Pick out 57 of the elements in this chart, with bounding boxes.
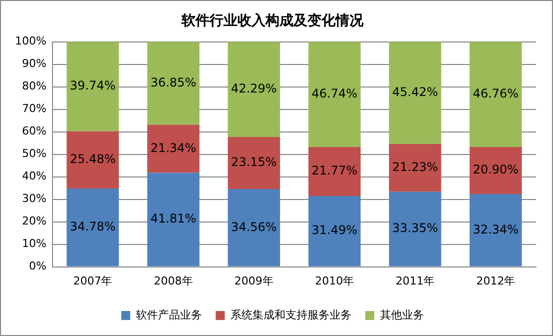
- bar: [66, 188, 119, 266]
- legend-label: 系统集成和支持服务业务: [230, 308, 352, 322]
- bar: [470, 42, 522, 148]
- bar: [66, 131, 119, 189]
- y-tick-label: 60%: [22, 124, 46, 138]
- data-label: 32.34%: [472, 222, 519, 236]
- bar: [389, 42, 442, 144]
- bar: [228, 189, 280, 266]
- data-label: 39.74%: [70, 78, 116, 93]
- y-tick-label: 70%: [22, 102, 46, 116]
- data-label: 34.78%: [70, 220, 116, 234]
- y-tick-label: 30%: [22, 192, 46, 206]
- y-tick-label: 10%: [22, 237, 46, 250]
- bar: [228, 136, 280, 190]
- data-label: 46.76%: [472, 86, 519, 101]
- chart-title: 软件行业收入构成及变化情况: [180, 12, 364, 30]
- data-label: 23.15%: [231, 155, 277, 170]
- data-label: 36.85%: [150, 75, 196, 90]
- bar: [308, 146, 361, 196]
- x-tick-label: 2012年: [476, 274, 516, 288]
- bar: [470, 147, 522, 194]
- bar: [66, 42, 119, 132]
- data-label: 41.81%: [150, 212, 196, 226]
- data-label: 42.29%: [231, 82, 277, 96]
- legend-label: 其他业务: [380, 308, 424, 322]
- y-tick-label: 100%: [14, 34, 46, 48]
- data-label: 31.49%: [312, 223, 358, 238]
- x-tick-label: 2011年: [396, 274, 435, 288]
- data-label: 25.48%: [70, 152, 116, 166]
- y-tick-label: 0%: [28, 260, 46, 273]
- y-tick-label: 90%: [22, 57, 46, 70]
- bar: [147, 42, 200, 125]
- y-tick-label: 80%: [22, 80, 46, 93]
- data-label: 33.35%: [392, 221, 438, 236]
- bar: [228, 42, 280, 137]
- bar: [147, 124, 200, 173]
- y-tick-label: 50%: [22, 147, 46, 160]
- data-label: 46.74%: [312, 86, 358, 101]
- bar: [308, 196, 361, 266]
- bar: [389, 192, 442, 266]
- data-label: 21.23%: [392, 160, 438, 174]
- bar: [308, 42, 361, 147]
- legend-label: 软件产品业务: [136, 308, 202, 322]
- data-label: 20.90%: [472, 162, 519, 177]
- data-label: 45.42%: [392, 85, 438, 100]
- x-tick-label: 2009年: [234, 274, 274, 288]
- data-label: 34.56%: [231, 220, 277, 234]
- y-tick-label: 20%: [22, 214, 46, 228]
- data-label: 21.77%: [312, 164, 358, 178]
- x-tick-label: 2007年: [73, 274, 112, 288]
- data-label: 21.34%: [150, 140, 196, 155]
- bar: [470, 194, 522, 266]
- bar: [389, 144, 442, 192]
- x-tick-label: 2008年: [154, 274, 193, 288]
- bar: [147, 172, 200, 266]
- x-tick-label: 2010年: [315, 274, 354, 288]
- y-tick-label: 40%: [22, 170, 46, 183]
